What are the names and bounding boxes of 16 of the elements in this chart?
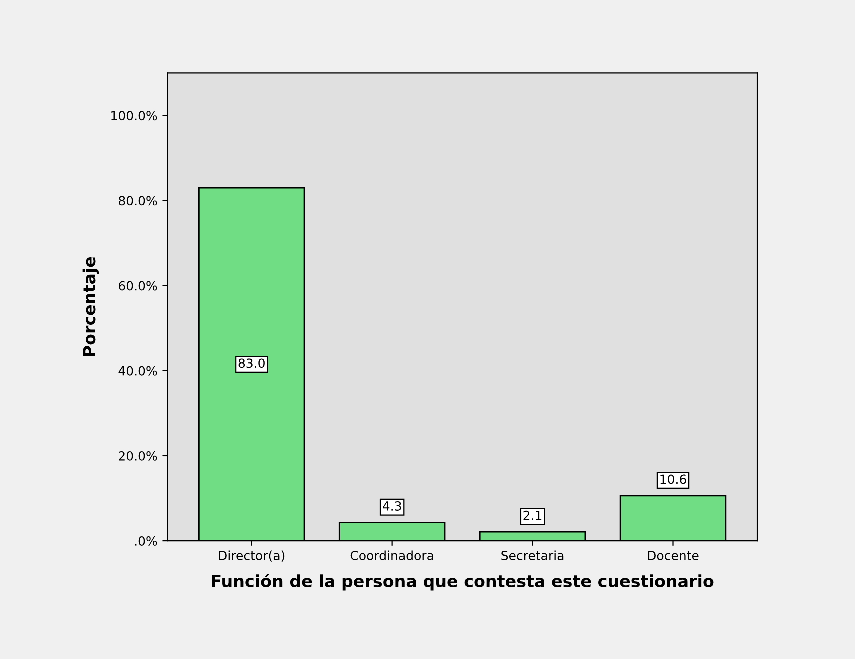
x-tick-label: Coordinadora	[350, 550, 434, 560]
data-label: 2.1	[524, 510, 542, 520]
y-tick-label: 40.0%	[118, 366, 158, 376]
data-label: 83.0	[238, 358, 265, 368]
y-tick-label: 20.0%	[119, 451, 158, 461]
x-tick-label: Secretaria	[502, 550, 564, 560]
y-axis-title: Porcentaje	[82, 257, 100, 356]
x-tick-label: Docente	[648, 551, 699, 560]
data-label: 10.6	[660, 474, 686, 484]
data-label: 4.3	[382, 502, 402, 511]
y-tick-label: 80.0%	[118, 196, 158, 206]
y-tick-label: 100.0%	[112, 111, 158, 121]
y-tick-label: 60.0%	[119, 281, 158, 291]
x-axis-title: Función de la persona que contesta este cuestionario	[212, 574, 714, 591]
y-tick-label: .0%	[135, 536, 158, 546]
x-tick-label: Director(a)	[219, 550, 285, 562]
